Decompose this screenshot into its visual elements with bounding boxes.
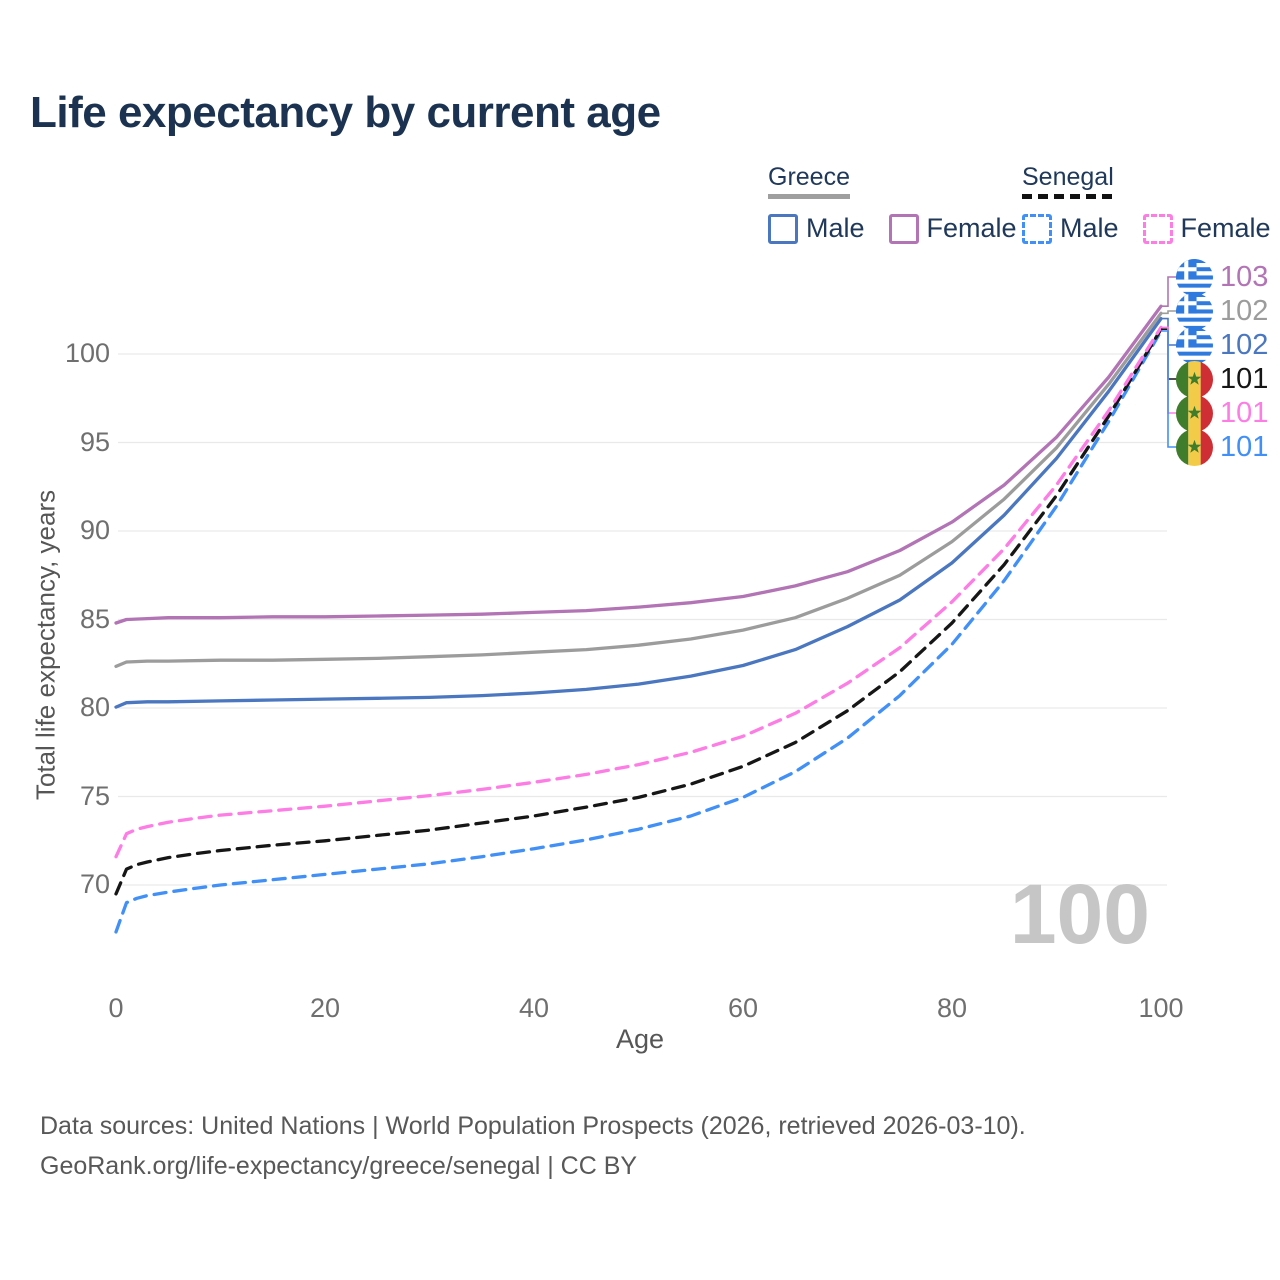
greece-flag-icon [1176,258,1213,296]
legend-item-label: Female [1180,213,1271,243]
legend-group-senegal: Senegal Male Female [1022,163,1280,244]
legend-country-label: Senegal [1022,163,1114,204]
leader-line-greece-female [1161,276,1177,307]
y-tick-75: 75 [79,780,110,811]
end-label-value: 101 [1220,396,1269,429]
leader-line-senegal-male [1161,330,1177,448]
legend-country-label: Greece [768,163,850,204]
end-label-greece-both: 102 [1176,292,1268,330]
end-label-greece-female: 103 [1176,258,1268,296]
y-tick-70: 70 [79,869,110,899]
senegal-flag-icon [1176,394,1213,432]
x-tick-80: 80 [936,993,968,1023]
legend-linestyle-sample-dashed [1022,194,1114,199]
end-label-senegal-female: 101 [1176,394,1268,432]
series-line-greece-female [114,304,1163,625]
legend-linestyle-sample-solid [768,194,850,199]
footer-sources-line: Data sources: United Nations | World Pop… [40,1112,1026,1140]
senegal-flag-icon [1176,428,1213,466]
series-line-senegal-male [114,329,1163,934]
y-tick-95: 95 [79,426,110,457]
y-tick-85: 85 [79,603,110,634]
legend-item-label: Male [1060,213,1119,243]
legend-item-greece-male[interactable]: Male [768,213,865,244]
series-line-senegal-both [114,327,1163,896]
end-label-value: 101 [1220,362,1269,395]
legend-item-label: Male [806,213,865,243]
x-tick-100: 100 [1138,993,1184,1023]
y-tick-100: 100 [64,338,110,368]
x-tick-40: 40 [518,993,550,1023]
legend-swatch-icon [1142,213,1173,244]
legend-item-senegal-female[interactable]: Female [1142,213,1271,244]
end-label-value: 102 [1220,328,1269,361]
senegal-flag-icon [1176,360,1213,398]
end-label-senegal-male: 101 [1176,428,1268,466]
y-tick-90: 90 [79,515,110,545]
series-line-senegal-female [114,325,1163,859]
legend-group-greece: Greece Male Female [768,163,1041,244]
greece-flag-icon [1176,326,1213,364]
end-label-senegal-both: 101 [1176,360,1268,398]
legend-swatch-icon [1022,213,1052,244]
end-label-greece-male: 102 [1176,326,1268,364]
legend-swatch-icon [768,213,798,244]
end-label-value: 101 [1220,430,1269,463]
series-line-greece-both [114,311,1163,669]
end-label-value: 103 [1220,260,1269,293]
legend-item-senegal-male[interactable]: Male [1022,213,1119,244]
leader-line-greece-both [1161,310,1177,315]
age-watermark: 100 [1009,867,1150,961]
x-tick-0: 0 [108,993,124,1023]
legend-item-greece-female[interactable]: Female [888,213,1017,244]
leader-line-senegal-female [1161,326,1177,414]
x-tick-60: 60 [727,993,759,1023]
greece-flag-icon [1176,292,1213,330]
x-axis-title: Age [615,1024,665,1054]
page-title: Life expectancy by current age [30,88,661,137]
x-tick-20: 20 [309,993,341,1023]
footer: Data sources: United Nations | World Pop… [40,1106,1026,1186]
footer-attribution-line: GeoRank.org/life-expectancy/greece/seneg… [40,1152,638,1180]
end-label-value: 102 [1220,294,1269,327]
legend-swatch-icon [888,213,919,244]
y-axis-title: Total life expectancy, years [30,489,61,801]
y-tick-80: 80 [79,692,110,722]
series-line-greece-male [114,316,1163,709]
legend-item-label: Female [926,213,1017,243]
